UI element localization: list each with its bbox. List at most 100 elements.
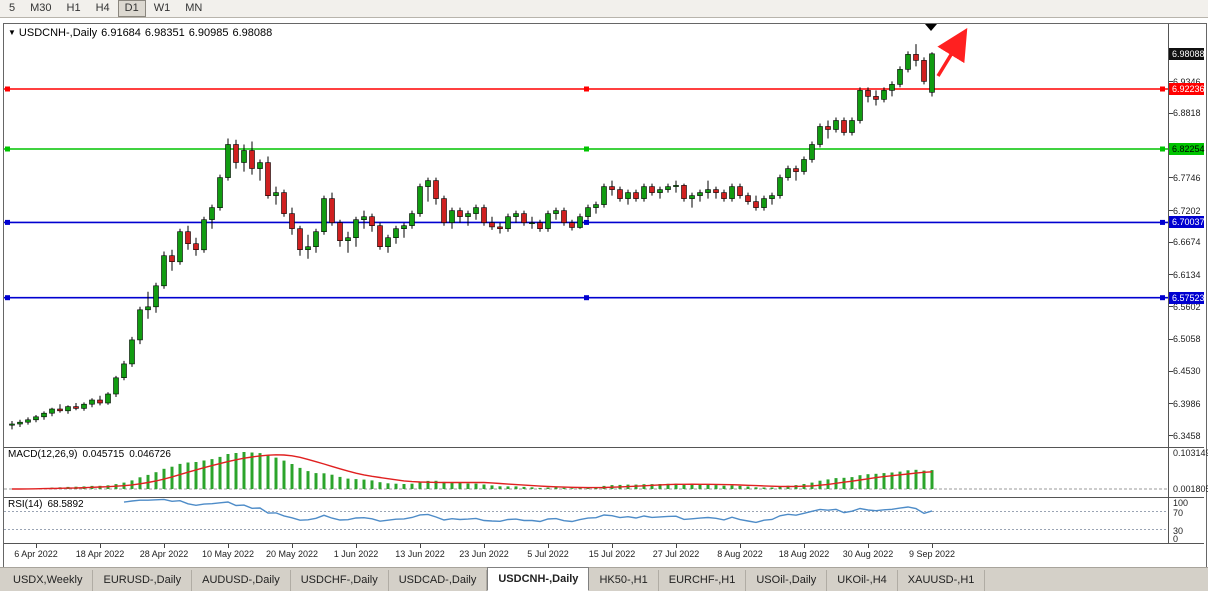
price-axis-tick-label: 6.5058 [1173,334,1201,345]
time-axis-tick [740,544,741,548]
timeframe-button-h4[interactable]: H4 [95,2,110,14]
time-axis-tick [228,544,229,548]
time-axis-tick [164,544,165,548]
line-handle[interactable] [1160,219,1165,225]
chart-tab-eurchf-h1[interactable]: EURCHF-,H1 [659,570,747,591]
hline-price-tag[interactable]: 6.70037 [1169,216,1205,229]
chart-tab-usdcad-daily[interactable]: USDCAD-,Daily [389,570,488,591]
timeframe-button-5[interactable]: 5 [9,2,16,14]
timeframe-button-w1[interactable]: W1 [153,2,171,14]
time-axis-tick [356,544,357,548]
ohlc-high: 6.98351 [144,27,185,39]
price-axis-tick [1169,81,1173,83]
chart-tab-hk50-h1[interactable]: HK50-,H1 [589,570,659,591]
price-axis-tick [1169,177,1173,179]
line-handle[interactable] [5,219,10,225]
rsi-label: RSI(14) 68.5892 [8,499,89,510]
price-axis-tick-label: 6.6674 [1173,237,1201,248]
time-axis-label: 20 May 2022 [265,549,319,559]
price-axis-tick-label: 6.7746 [1173,172,1201,183]
chart-tab-usdx-weekly[interactable]: USDX,Weekly [3,570,94,591]
macd-chart[interactable] [4,448,1168,497]
macd-name: MACD(12,26,9) [8,449,78,460]
macd-signal-value: 0.046726 [129,449,171,460]
time-axis-label: 9 Sep 2022 [908,549,956,559]
rsi-panel[interactable] [4,498,1168,543]
timeframe-button-mn[interactable]: MN [185,2,203,14]
chart-title: ▼ USDCNH-,Daily 6.91684 6.98351 6.90985 6.980… [8,27,276,39]
macd-panel[interactable] [4,448,1168,497]
line-handle[interactable] [584,146,589,152]
chart-tab-usoil-daily[interactable]: USOil-,Daily [746,570,828,591]
time-axis-tick [548,544,549,548]
chart-tab-eurusd-daily[interactable]: EURUSD-,Daily [93,570,193,591]
current-price-tag: 6.98088 [1169,47,1205,60]
panel-divider-rsi[interactable] [4,497,1204,498]
price-axis-tick [1169,338,1173,340]
rsi-chart[interactable] [4,498,1168,543]
rsi-line [123,498,933,524]
candlestick-series [9,44,935,430]
time-axis-label: 5 Jul 2022 [527,549,569,559]
time-axis-tick [676,544,677,548]
hline-price-tag[interactable]: 6.92236 [1169,83,1205,95]
line-handle[interactable] [1160,146,1165,152]
macd-value: 0.045715 [82,449,125,460]
time-axis-label: 23 Jun 2022 [459,549,509,559]
rsi-axis-label: 70 [1173,507,1184,518]
chart-tab-ukoil-h4[interactable]: UKOil-,H4 [827,570,898,591]
rsi-axis-label: 100 [1173,498,1189,508]
line-handle[interactable] [584,219,589,225]
chart-collapse-icon[interactable]: ▼ [8,28,16,37]
timeframe-button-h1[interactable]: H1 [66,2,81,14]
time-axis-divider [4,543,1204,544]
time-axis[interactable]: 6 Apr 2022 18 Apr 2022 28 Apr 2022 10 May 2… [4,544,1204,565]
time-axis-tick [868,544,869,548]
line-handle[interactable] [5,86,10,92]
macd-axis-min: 0.001805 [1173,484,1208,494]
line-handle[interactable] [1160,86,1165,92]
trend-arrow-annotation[interactable] [936,28,968,77]
time-axis-label: 15 Jul 2022 [588,549,636,559]
time-axis-label: 13 Jun 2022 [395,549,445,559]
main-chart-panel[interactable] [4,24,1168,447]
price-axis-tick [1169,112,1173,114]
down-triangle-marker-icon[interactable] [925,24,937,31]
timeframe-button-m30[interactable]: M30 [30,2,52,14]
hline-price-tag[interactable]: 6.57523 [1169,291,1205,304]
price-axis-tick-label: 6.3986 [1173,398,1201,409]
line-handle[interactable] [584,295,589,301]
hline-price-tag[interactable]: 6.82254 [1169,143,1205,155]
price-axis-tick [1169,306,1173,308]
price-axis-tick-label: 6.3458 [1173,430,1201,441]
price-axis[interactable]: 6.9346 6.8818 6.7746 6.7202 6.6674 6.6134 6.56… [1169,24,1208,544]
time-axis-tick [484,544,485,548]
time-axis-tick [36,544,37,548]
time-axis-tick [932,544,933,548]
price-axis-tick-label: 6.7202 [1173,205,1201,216]
ohlc-open: 6.91684 [101,27,141,39]
price-axis-tick [1169,403,1173,405]
time-axis-label: 6 Apr 2022 [14,549,58,559]
line-handle[interactable] [1160,295,1165,301]
chart-tab-usdcnh-daily[interactable]: USDCNH-,Daily [487,567,590,591]
chart-tab-xauusd-h1[interactable]: XAUUSD-,H1 [898,570,986,591]
price-axis-tick-label: 6.5602 [1173,301,1201,312]
line-handle[interactable] [584,86,589,92]
chart-tab-audusd-daily[interactable]: AUDUSD-,Daily [192,570,291,591]
chart-tab-usdchf-daily[interactable]: USDCHF-,Daily [291,570,389,591]
line-handle[interactable] [5,146,10,152]
time-axis-label: 8 Aug 2022 [717,549,763,559]
timeframe-button-d1[interactable]: D1 [117,0,146,17]
time-axis-tick [420,544,421,548]
time-axis-tick [612,544,613,548]
time-axis-label: 18 Apr 2022 [75,549,125,559]
price-axis-tick-label: 6.4530 [1173,366,1201,377]
time-axis-tick [804,544,805,548]
macd-label: MACD(12,26,9) 0.045715 0.046726 [8,449,176,460]
price-axis-tick-label: 6.8818 [1173,108,1201,119]
line-handle[interactable] [5,295,10,301]
time-axis-label: 28 Apr 2022 [139,549,189,559]
candlestick-chart[interactable] [4,24,1168,447]
panel-divider-macd[interactable] [4,447,1204,448]
